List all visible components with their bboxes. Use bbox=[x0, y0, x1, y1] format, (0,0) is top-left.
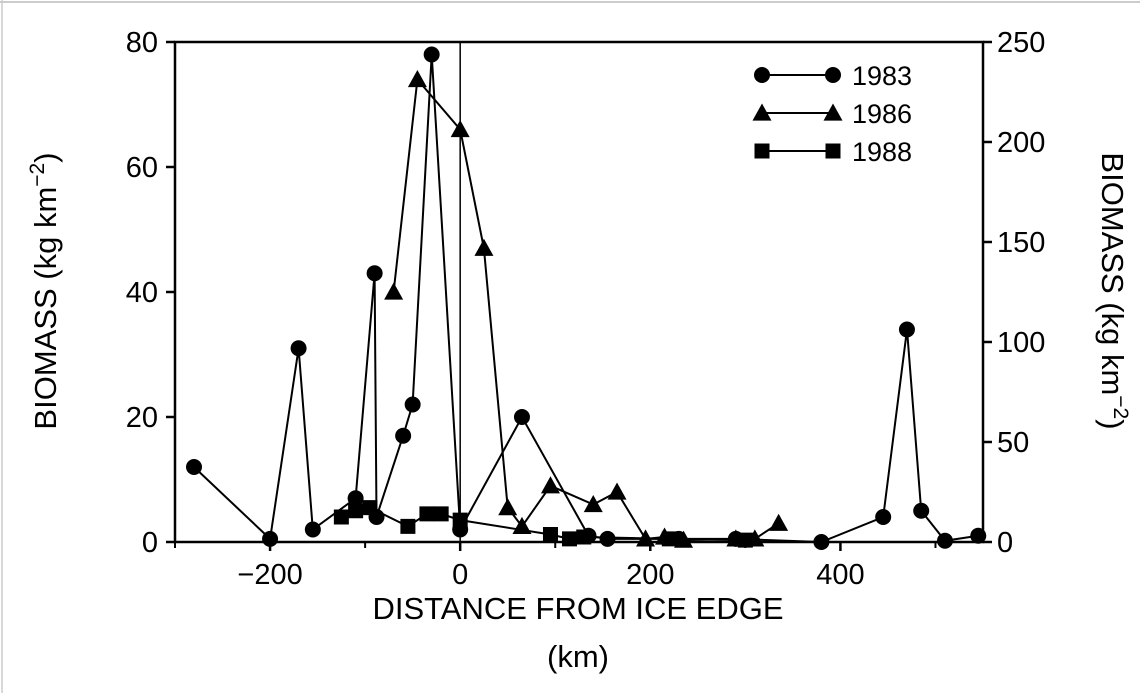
series-1986 bbox=[384, 70, 789, 548]
legend-label: 1986 bbox=[852, 99, 912, 129]
y-left-tick-label: 80 bbox=[126, 27, 158, 59]
data-point-1986 bbox=[407, 70, 427, 88]
data-point-1986 bbox=[450, 120, 470, 138]
legend-marker bbox=[823, 103, 843, 121]
data-point-1983 bbox=[423, 46, 440, 63]
legend-item-1983: 1983 bbox=[754, 61, 912, 91]
y-axis-right: 0 50 100 150 200 250 bbox=[983, 27, 1045, 559]
data-point-1983 bbox=[186, 459, 203, 475]
data-point-1988 bbox=[737, 532, 753, 548]
y-axis-right-title: BIOMASS (kg km−2) bbox=[1095, 152, 1132, 429]
y-right-tick-label: 150 bbox=[997, 227, 1045, 259]
data-point-1988 bbox=[348, 503, 364, 519]
y-axis-left-title-exponent: −2 bbox=[26, 163, 49, 187]
data-point-1983 bbox=[898, 321, 915, 338]
legend-item-1986: 1986 bbox=[752, 99, 912, 129]
y-left-tick-label: 60 bbox=[126, 152, 158, 184]
x-tick-label: 400 bbox=[816, 559, 864, 591]
data-point-1986 bbox=[583, 495, 603, 513]
data-point-1986 bbox=[607, 482, 627, 500]
y-right-tick-label: 0 bbox=[997, 527, 1013, 559]
data-point-1988 bbox=[433, 506, 449, 522]
y-axis-left: 0 20 40 60 80 bbox=[126, 27, 175, 559]
y-axis-right-title-close: ) bbox=[1095, 419, 1130, 429]
legend-marker bbox=[752, 103, 772, 121]
data-point-1988 bbox=[419, 506, 435, 522]
y-right-tick-label: 100 bbox=[997, 327, 1045, 359]
y-left-tick-label: 0 bbox=[142, 527, 158, 559]
data-point-1983 bbox=[813, 534, 830, 550]
data-point-1983 bbox=[404, 396, 421, 413]
y-axis-right-title-text: BIOMASS (kg km bbox=[1095, 152, 1130, 395]
data-point-1983 bbox=[875, 509, 892, 525]
x-axis-title: DISTANCE FROM ICE EDGE bbox=[372, 591, 783, 626]
y-left-tick-label: 40 bbox=[126, 277, 158, 309]
series-line-1986 bbox=[392, 77, 780, 542]
y-axis-left-title-close: ) bbox=[28, 152, 63, 162]
series-layer bbox=[186, 46, 987, 550]
data-point-1988 bbox=[362, 500, 378, 516]
y-axis-right-title-exponent: −2 bbox=[1109, 395, 1132, 419]
y-axis-left-title: BIOMASS (kg km−2) bbox=[26, 152, 63, 429]
x-axis-title-unit: (km) bbox=[547, 639, 609, 674]
legend-item-1988: 1988 bbox=[754, 137, 912, 167]
data-point-1983 bbox=[395, 427, 412, 444]
x-tick-label: −200 bbox=[237, 559, 302, 591]
data-point-1986 bbox=[498, 498, 518, 516]
data-point-1983 bbox=[366, 265, 383, 282]
x-tick-label: 0 bbox=[452, 559, 468, 591]
data-point-1983 bbox=[970, 527, 987, 544]
y-right-tick-label: 200 bbox=[997, 127, 1045, 159]
data-point-1988 bbox=[452, 512, 468, 528]
legend-label: 1983 bbox=[852, 61, 912, 91]
data-point-1983 bbox=[513, 409, 530, 425]
data-point-1986 bbox=[474, 238, 494, 256]
data-point-1988 bbox=[400, 518, 416, 534]
legend-label: 1988 bbox=[852, 137, 912, 167]
data-point-1983 bbox=[936, 532, 953, 549]
y-axis-left-title-text: BIOMASS (kg km bbox=[28, 187, 63, 430]
data-point-1988 bbox=[542, 527, 558, 542]
data-point-1988 bbox=[561, 531, 577, 547]
data-point-1988 bbox=[661, 531, 677, 547]
y-right-tick-label: 250 bbox=[997, 27, 1045, 59]
legend: 1983 1986 1988 bbox=[752, 61, 912, 167]
y-left-tick-label: 20 bbox=[126, 402, 158, 434]
data-point-1988 bbox=[333, 509, 349, 525]
series-1988 bbox=[333, 500, 753, 548]
data-point-1983 bbox=[913, 502, 930, 519]
data-point-1986 bbox=[769, 513, 789, 531]
data-point-1983 bbox=[347, 490, 364, 507]
data-point-1983 bbox=[262, 530, 279, 547]
x-tick-label: 200 bbox=[626, 559, 674, 591]
legend-marker bbox=[754, 67, 770, 83]
data-point-1986 bbox=[384, 282, 404, 300]
data-point-1983 bbox=[304, 521, 321, 538]
legend-marker bbox=[754, 143, 770, 159]
data-point-1986 bbox=[540, 476, 560, 494]
legend-marker bbox=[825, 67, 841, 83]
data-point-1988 bbox=[576, 529, 592, 545]
data-point-1983 bbox=[290, 340, 307, 357]
y-right-tick-label: 50 bbox=[997, 427, 1029, 459]
legend-marker bbox=[825, 143, 841, 159]
data-point-1983 bbox=[599, 530, 616, 547]
